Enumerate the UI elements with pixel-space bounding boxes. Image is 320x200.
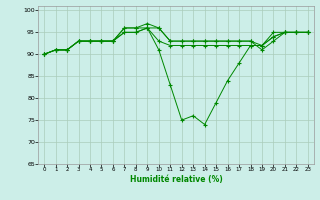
X-axis label: Humidité relative (%): Humidité relative (%) [130,175,222,184]
